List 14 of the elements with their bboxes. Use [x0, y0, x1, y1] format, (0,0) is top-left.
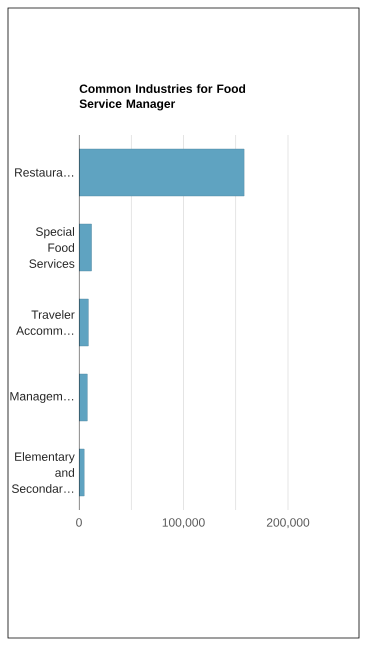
- y-tick-label: Elementary and Secondar…: [12, 452, 75, 493]
- y-tick-label: Restaura…: [15, 168, 74, 177]
- bar: [79, 448, 84, 496]
- y-tick-label: Managem…: [10, 392, 74, 403]
- bar: [79, 148, 244, 196]
- x-tick-label: 100,000: [162, 518, 205, 528]
- y-tick-label: Special Food Services: [29, 227, 74, 268]
- x-tick-label: 200,000: [266, 518, 310, 528]
- bar: [79, 298, 89, 346]
- chart-title: Common Industries for Food Service Manager: [80, 84, 246, 110]
- y-tick-label: Traveler Accomm…: [16, 310, 75, 335]
- bar: [79, 374, 88, 422]
- x-tick-label: 0: [76, 518, 82, 527]
- bar: [79, 224, 92, 272]
